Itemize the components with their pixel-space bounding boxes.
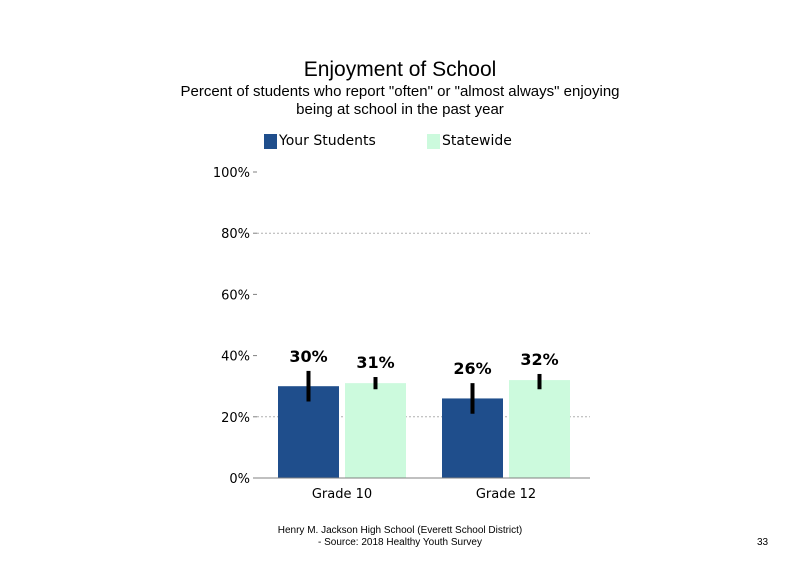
legend-item-your-students: Your Students — [264, 133, 376, 149]
data-label: 26% — [453, 359, 491, 378]
page-number: 33 — [757, 537, 769, 548]
y-tick-label: 80% — [221, 227, 250, 242]
y-tick-label: 20% — [221, 411, 250, 426]
y-tick-label: 60% — [221, 288, 250, 303]
footer-survey: - Source: 2018 Healthy Youth Survey — [318, 537, 482, 548]
chart-title: Enjoyment of School — [303, 58, 497, 81]
footer-school: Henry M. Jackson High School (Everett Sc… — [277, 525, 523, 536]
footer-source: Henry M. Jackson High School (Everett Sc… — [250, 525, 550, 549]
legend-item-statewide: Statewide — [427, 133, 512, 149]
data-label: 30% — [289, 347, 327, 366]
bar-statewide-grade-12 — [509, 380, 570, 478]
bar-statewide-grade-10 — [345, 383, 406, 478]
y-tick-label: 100% — [213, 166, 250, 181]
data-label: 31% — [356, 353, 394, 372]
legend-label-your-students: Your Students — [279, 133, 376, 149]
y-tick-label: 0% — [229, 472, 250, 487]
legend-swatch-statewide — [427, 133, 440, 149]
x-tick-label: Grade 10 — [312, 487, 372, 502]
data-label: 32% — [520, 350, 558, 369]
x-tick-label: Grade 12 — [476, 487, 536, 502]
subtitle-line-2: being at school in the past year — [296, 101, 504, 118]
y-tick-label: 40% — [221, 350, 250, 365]
legend-label-statewide: Statewide — [442, 133, 512, 149]
legend-swatch-your-students — [264, 133, 277, 149]
subtitle-line-1: Percent of students who report "often" o… — [180, 83, 620, 100]
chart-subtitle: Percent of students who report "often" o… — [150, 83, 650, 119]
